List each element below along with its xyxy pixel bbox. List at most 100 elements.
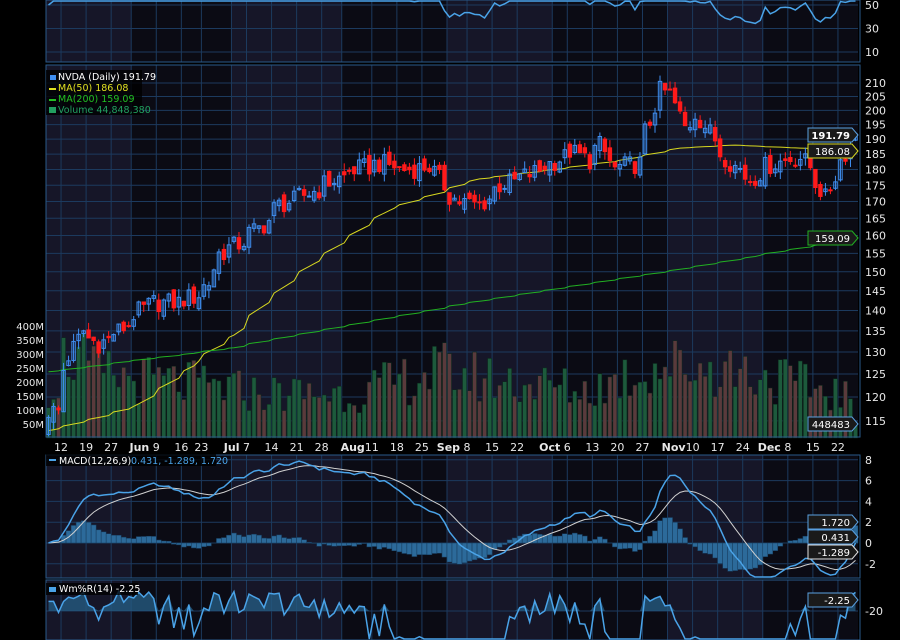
date-tick-label: Oct	[539, 441, 560, 454]
volume-bar	[156, 366, 162, 439]
candle-body	[146, 297, 151, 305]
date-tick-label: 23	[194, 441, 208, 454]
volume-bar	[783, 359, 788, 439]
volume-bar	[186, 362, 192, 439]
volume-bar	[377, 377, 382, 439]
macd-histogram-bar	[351, 542, 358, 547]
candle-body	[472, 194, 477, 203]
date-tick-label: 17	[711, 441, 725, 454]
candle-body	[572, 144, 578, 154]
volume-bar	[427, 388, 432, 439]
candle-body	[326, 170, 332, 187]
candle-body	[803, 153, 808, 159]
macd-histogram-bar	[261, 537, 267, 544]
macd-histogram-bar	[441, 542, 448, 558]
candle-body	[186, 289, 192, 306]
volume-bar	[687, 380, 693, 439]
volume-bar	[261, 409, 267, 439]
candle-body	[808, 156, 813, 169]
macd-histogram-bar	[717, 542, 723, 564]
price-tick-label: 170	[865, 196, 886, 209]
macd-histogram-bar	[587, 540, 593, 544]
candle-body	[542, 165, 547, 171]
volume-bar	[597, 373, 603, 439]
volume-bar	[552, 386, 558, 439]
volume-bar	[567, 401, 573, 439]
macd-tick-label: 6	[865, 475, 872, 488]
macd-histogram-bar	[777, 542, 784, 547]
candle-body	[86, 329, 91, 339]
candle-body	[662, 82, 668, 91]
month-band	[446, 0, 553, 62]
candle-body	[768, 155, 773, 174]
volume-bar	[352, 405, 357, 439]
price-tick-label: 210	[865, 77, 886, 90]
candle-body	[266, 220, 272, 234]
candle-body	[46, 416, 51, 435]
volume-bar	[357, 412, 362, 439]
macd-histogram-bar	[256, 534, 262, 544]
candle-body	[672, 87, 678, 104]
macd-histogram-bar	[451, 542, 458, 564]
volume-bar	[477, 400, 482, 439]
volume-bar	[793, 380, 798, 439]
ma200-legend-icon	[49, 99, 56, 101]
volume-tick-label: 300M	[16, 350, 44, 361]
candle-body	[632, 161, 638, 174]
candle-body	[96, 341, 101, 354]
candle-body	[306, 195, 312, 198]
volume-bar	[66, 376, 71, 439]
date-tick-label: Jun	[129, 441, 150, 454]
macd-histogram-bar	[667, 517, 673, 544]
macd-histogram-bar	[85, 521, 92, 544]
macd-histogram-bar	[682, 537, 688, 544]
wr-line	[48, 589, 856, 640]
candle-body	[397, 166, 402, 169]
candle-body	[51, 405, 56, 423]
macd-histogram-bar	[316, 542, 322, 547]
macd-histogram-bar	[376, 542, 383, 550]
volume-bar	[462, 367, 467, 439]
volume-bar	[667, 376, 673, 439]
ma50-tag: 186.08	[815, 147, 850, 158]
price-tick-label: 180	[865, 163, 886, 176]
price-tick-label: 185	[865, 148, 886, 161]
price-tick-label: 140	[865, 304, 886, 317]
volume-bar	[331, 387, 337, 439]
candle-body	[281, 194, 287, 213]
candle-body	[407, 166, 412, 171]
candle-body	[392, 160, 397, 169]
macd-histogram-bar	[346, 542, 353, 546]
candle-body	[427, 167, 432, 173]
macd-histogram-bar	[496, 542, 503, 548]
macd-tick-label: 0	[865, 537, 872, 550]
macd-histogram-bar	[120, 536, 127, 544]
price-tick-label: 160	[865, 230, 886, 243]
month-band	[46, 0, 132, 62]
wr-legend: Wm%R(14) -2.25	[59, 584, 140, 595]
williams-r-panel	[48, 589, 856, 640]
macd-histogram-bar	[592, 539, 598, 544]
volume-bar	[417, 382, 422, 439]
ma200-tag-bg	[807, 230, 859, 246]
volume-bar	[758, 379, 763, 439]
macd-histogram-bar	[662, 517, 668, 544]
candle-body	[357, 159, 362, 175]
candle-body	[166, 293, 172, 302]
price-candles	[46, 75, 858, 437]
volume-bar	[682, 374, 688, 439]
volume-bar	[472, 351, 477, 439]
date-tick-label: 12	[54, 441, 68, 454]
price-tick-label: 195	[865, 119, 886, 132]
macd-histogram-bar	[196, 542, 202, 549]
volume-bar	[657, 378, 663, 439]
volume-bar	[637, 382, 643, 439]
macd-histogram-bar	[356, 542, 363, 545]
volume-bar	[106, 350, 111, 439]
candle-body	[457, 201, 462, 205]
candle-body	[607, 147, 613, 161]
price-tick-label: 165	[865, 212, 886, 225]
wr-area	[48, 591, 856, 611]
macd-histogram-bar	[301, 539, 307, 544]
